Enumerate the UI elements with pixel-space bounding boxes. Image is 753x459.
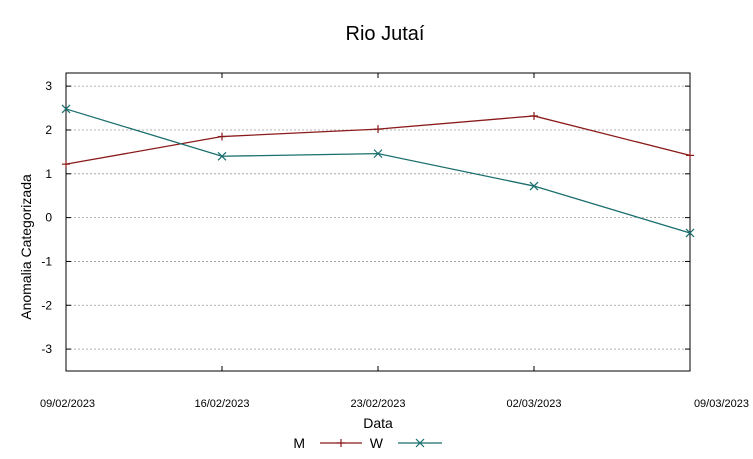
series-m-point (374, 125, 382, 134)
legend-label: W (370, 435, 384, 451)
legend-label: M (293, 435, 305, 451)
y-tick-label: -3 (41, 342, 52, 356)
y-tick-label: 1 (45, 167, 52, 181)
series-w-point (529, 181, 539, 191)
y-tick-label: -2 (41, 298, 52, 312)
y-axis: -3 -2 -1 0 1 2 3 (41, 79, 690, 356)
plot-area (65, 72, 691, 372)
y-tick-label: 0 (45, 211, 52, 225)
series-m-point (530, 111, 538, 120)
x-tick-label: 16/02/2023 (194, 398, 249, 410)
series-w-point (217, 151, 227, 161)
x-tick-label: 09/03/2023 (694, 398, 749, 410)
y-tick-label: 3 (45, 79, 52, 93)
series-line-m (65, 115, 691, 165)
x-axis: 09/02/2023 16/02/2023 23/02/2023 02/03/2023… (40, 73, 749, 410)
y-tick-label: 2 (45, 123, 52, 137)
y-tick-label: -1 (41, 254, 52, 268)
legend-marker-m (337, 439, 345, 447)
series-w-point (61, 104, 71, 114)
legend-marker-w (415, 438, 425, 448)
x-tick-label: 02/03/2023 (506, 398, 561, 410)
series-w-point (685, 228, 695, 238)
series-layer (61, 104, 695, 238)
x-tick-label: 09/02/2023 (40, 398, 95, 410)
x-tick-label: 23/02/2023 (350, 398, 405, 410)
series-m-point (686, 151, 694, 160)
series-m-point (62, 160, 70, 169)
series-m-point (218, 132, 226, 141)
chart-title: Rio Jutaí (346, 23, 425, 45)
x-axis-title: Data (363, 415, 393, 431)
y-axis-title: Anomalia Categorizada (18, 174, 34, 320)
series-w-point (373, 149, 383, 159)
